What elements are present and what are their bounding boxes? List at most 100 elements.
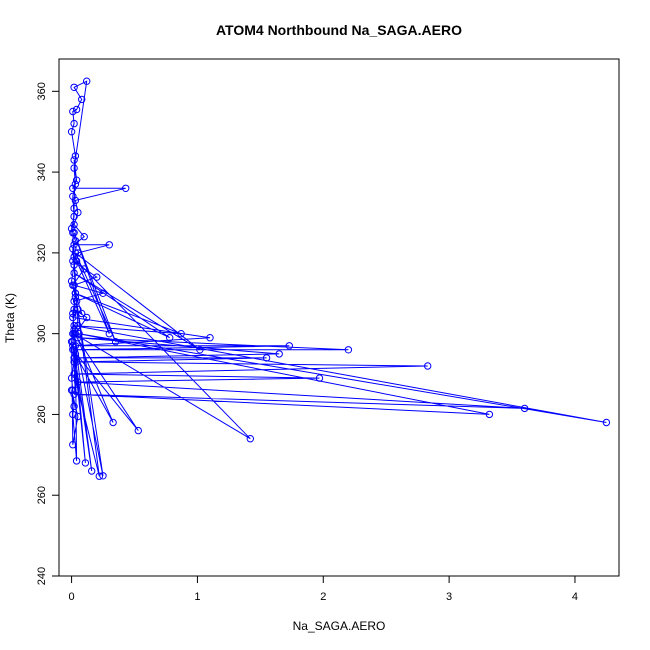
- data-point: [70, 390, 78, 398]
- data-point: [99, 289, 107, 297]
- data-point: [67, 224, 76, 233]
- data-point: [67, 277, 76, 285]
- data-point: [95, 472, 104, 480]
- data-point: [70, 330, 78, 338]
- data-point: [74, 378, 82, 386]
- chart-title: ATOM4 Northbound Na_SAGA.AERO: [216, 22, 462, 38]
- data-point: [70, 354, 78, 362]
- y-tick-label: 280: [36, 405, 48, 423]
- data-point: [69, 441, 77, 449]
- y-tick-label: 320: [36, 244, 48, 262]
- data-point: [71, 289, 80, 297]
- data-point: [80, 265, 88, 273]
- x-tick-label: 1: [194, 591, 200, 603]
- data-point: [70, 321, 78, 330]
- y-tick-label: 260: [36, 486, 48, 504]
- data-point: [69, 346, 77, 354]
- data-point: [275, 350, 283, 358]
- data-point: [206, 334, 214, 342]
- data-point: [74, 249, 82, 257]
- data-point: [69, 342, 77, 350]
- series-lines: [71, 80, 607, 477]
- data-point: [72, 297, 81, 305]
- data-point: [70, 119, 78, 128]
- data-point: [70, 370, 78, 378]
- data-point: [177, 330, 185, 338]
- data-point: [485, 410, 494, 419]
- data-point: [70, 220, 78, 229]
- data-point: [72, 176, 81, 184]
- data-point: [122, 184, 130, 193]
- data-point: [69, 229, 77, 237]
- data-point: [72, 358, 81, 366]
- data-point: [105, 241, 114, 249]
- data-point: [70, 402, 78, 411]
- data-point: [74, 208, 82, 217]
- y-tick-label: 300: [36, 324, 48, 342]
- data-point: [74, 321, 82, 330]
- data-point: [69, 313, 77, 322]
- data-point: [70, 241, 78, 249]
- data-point: [246, 435, 255, 443]
- data-point: [69, 184, 77, 193]
- data-point: [70, 358, 78, 366]
- data-point: [262, 354, 271, 362]
- data-point: [78, 309, 86, 318]
- data-point: [99, 472, 107, 480]
- data-point: [69, 107, 77, 116]
- data-point: [88, 467, 96, 475]
- data-point: [285, 342, 293, 350]
- data-point: [67, 374, 76, 382]
- data-point: [69, 410, 77, 419]
- data-point: [83, 77, 91, 85]
- data-point: [70, 261, 78, 269]
- data-point: [109, 418, 117, 427]
- y-tick-label: 360: [36, 82, 48, 100]
- data-point: [69, 257, 77, 265]
- data-point: [69, 245, 77, 253]
- x-tick-label: 3: [446, 591, 452, 603]
- data-point: [520, 404, 529, 413]
- data-point: [70, 204, 78, 213]
- x-axis-label: Na_SAGA.AERO: [293, 619, 386, 633]
- data-point: [70, 253, 78, 261]
- data-point: [70, 269, 78, 277]
- data-point: [71, 249, 80, 257]
- data-point: [72, 105, 81, 114]
- data-point: [72, 257, 81, 265]
- data-point: [93, 273, 101, 281]
- y-tick-label: 340: [36, 163, 48, 181]
- data-point: [71, 180, 80, 188]
- data-point: [67, 338, 76, 346]
- data-point: [70, 305, 78, 314]
- data-point: [72, 457, 81, 465]
- y-axis-label: Theta (K): [3, 293, 17, 343]
- data-point: [602, 418, 611, 427]
- data-point: [71, 237, 80, 245]
- data-point: [70, 83, 78, 92]
- data-point: [71, 196, 80, 205]
- data-point: [83, 313, 91, 322]
- data-point: [70, 325, 78, 334]
- data-point: [78, 95, 86, 104]
- data-point: [315, 374, 324, 382]
- series-line: [71, 80, 607, 477]
- data-point: [196, 346, 204, 354]
- data-point: [69, 281, 77, 289]
- data-point: [71, 342, 80, 350]
- data-point: [70, 156, 78, 164]
- data-point: [71, 350, 80, 358]
- data-point: [80, 233, 88, 241]
- data-point: [111, 338, 120, 346]
- data-point: [67, 128, 76, 136]
- data-point: [74, 412, 82, 421]
- data-point: [69, 309, 77, 318]
- data-point: [74, 305, 82, 314]
- data-point: [70, 164, 78, 172]
- data-point: [70, 297, 78, 305]
- data-point: [70, 212, 78, 221]
- data-point: [74, 334, 82, 342]
- data-point: [71, 293, 80, 301]
- plot-frame: [58, 58, 620, 577]
